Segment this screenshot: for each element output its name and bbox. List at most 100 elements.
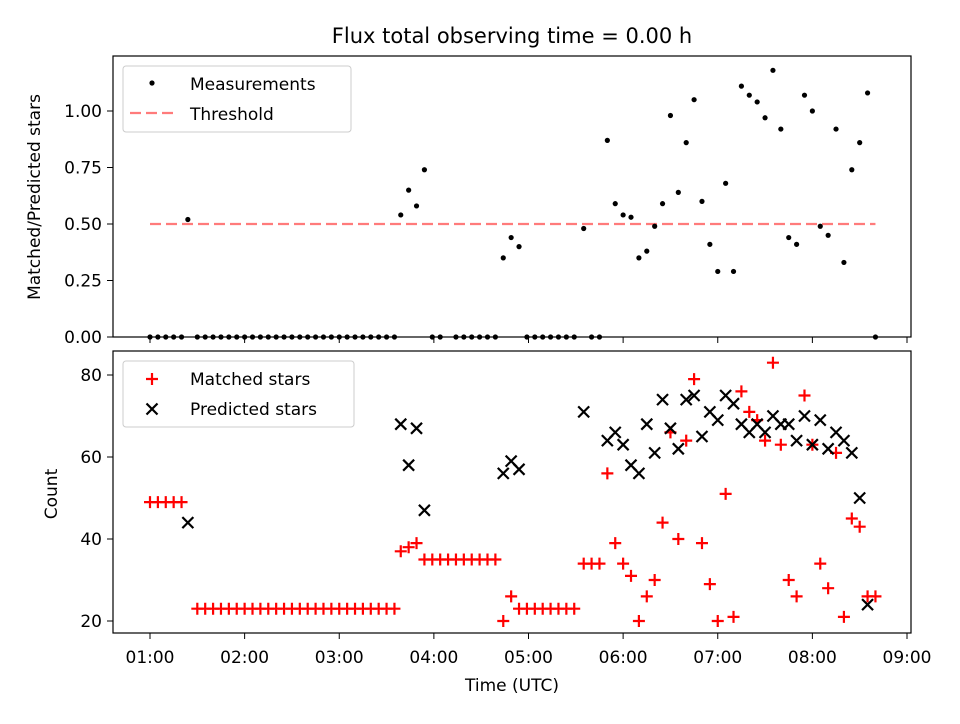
measurement-point [652,223,658,229]
matched-star-point [822,582,835,595]
predicted-star-point [496,467,510,480]
measurement-point [730,268,737,275]
matched-star-point-glyph [640,590,653,603]
predicted-star-point-glyph [821,442,835,456]
matched-star-point [625,569,638,582]
matched-star-point-glyph [814,557,827,570]
predicted-star-point [853,491,866,505]
legend-label-matched: Matched stars [190,370,310,390]
matched-star-point-glyph [703,578,716,591]
matched-star-point-glyph [656,516,669,529]
measurement-point [833,126,839,132]
matched-star-point-glyph [617,557,630,570]
predicted-star-point [664,422,677,435]
matched-star-point [593,557,606,570]
predicted-star-point-glyph [845,446,859,460]
predicted-star-point-glyph [664,422,677,435]
measurement-point [500,255,506,261]
predicted-star-point-glyph [758,426,772,439]
predicted-star-point [402,458,415,472]
predicted-star-point-glyph [512,463,526,476]
measurement-point [849,167,855,173]
matched-star-point [798,389,811,402]
matched-star-point-glyph [869,590,882,603]
top-y-tick-label: 1.00 [64,102,102,122]
predicted-star-point [672,442,685,456]
matched-star-point [656,516,669,529]
measurement-point [398,212,404,218]
measurement-point [628,214,634,220]
legend-marker-predicted-glyph [145,402,159,416]
predicted-star-point-glyph [853,491,866,505]
bottom-y-tick-label: 20 [80,612,102,632]
bottom-y-axis-label: Count [42,468,62,519]
measurement-point [620,212,626,218]
measurement-point [778,126,784,132]
matched-star-point-glyph [790,590,803,603]
predicted-star-point-glyph [616,438,630,451]
matched-star-point [845,512,858,525]
measurement-point [841,259,847,266]
x-tick-label: 06:00 [599,648,648,668]
matched-star-point-glyph [695,537,708,550]
matched-star-point-glyph [853,520,866,533]
measurement-point [864,90,871,96]
measurement-point [683,140,689,146]
predicted-star-point [418,504,431,517]
matched-star-point [568,602,581,615]
chart-title: Flux total observing time = 0.00 h [332,24,692,48]
predicted-star-point-glyph [861,598,874,611]
matched-star-point-glyph [719,487,732,500]
measurement-point [707,241,713,247]
matched-star-point [609,537,622,550]
matched-star-point [617,557,630,570]
matched-star-point [505,590,518,603]
matched-star-point [719,487,732,500]
top-axes-frame [112,55,912,338]
measurement-point [508,234,514,241]
legend-label-measurements: Measurements [190,75,316,95]
x-tick-label: 09:00 [883,648,932,668]
predicted-star-point [758,426,772,439]
matched-star-point-glyph [625,569,638,582]
predicted-star-point [608,426,622,439]
matched-star-point-glyph [798,389,811,402]
predicted-star-point-glyph [672,442,685,456]
measurement-point [801,92,808,98]
matched-star-point [869,590,882,603]
matched-star-point-glyph [688,373,701,386]
predicted-star-point [679,393,693,406]
matched-star-point-glyph [601,467,614,480]
predicted-star-point [790,434,803,447]
predicted-star-point-glyph [806,438,819,451]
matched-star-point-glyph [672,533,685,545]
predicted-star-point-glyph [496,467,510,480]
matched-star-point [743,405,756,418]
predicted-star-point [632,467,646,480]
measurement-point [516,244,522,250]
matched-star-point-glyph [593,557,606,570]
matched-star-point-glyph [388,602,401,615]
legend-box [122,65,352,133]
measurement-point [794,241,800,247]
matched-star-point-glyph [774,438,787,451]
predicted-star-point-glyph [813,413,827,427]
matched-star-point [497,615,510,627]
x-tick-label: 04:00 [409,648,458,668]
legend-box [122,360,355,428]
matched-star-point-glyph [410,537,423,550]
x-tick-label: 02:00 [220,648,269,668]
predicted-star-point-glyph [410,422,423,435]
matched-star-point [766,356,779,369]
matched-star-point-glyph [632,615,645,627]
predicted-star-point-glyph [632,467,646,480]
measurement-point [754,99,760,105]
measurement-point [699,198,705,204]
predicted-star-point-glyph [798,409,811,423]
bottom-axes-frame [112,350,912,634]
top-y-tick-label: 0.75 [64,159,102,179]
x-axis-label: Time (UTC) [464,676,559,696]
matched-star-point-glyph [568,602,581,615]
predicted-star-point [813,413,827,427]
matched-star-point-glyph [822,582,835,595]
